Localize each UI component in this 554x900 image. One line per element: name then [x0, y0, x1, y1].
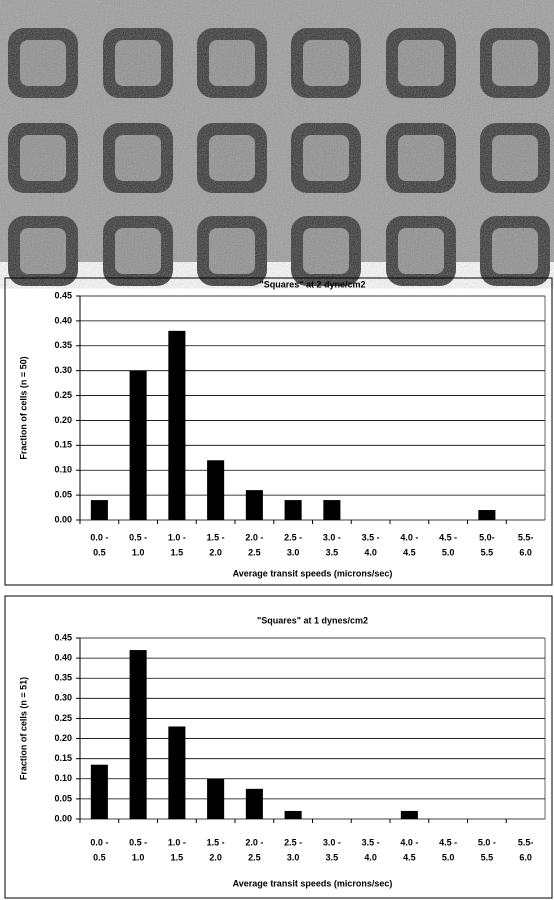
bar [285, 500, 302, 520]
x-tick-label: 5.5 [481, 852, 494, 862]
page: {"chart_data": [ {"type": "bar", "title"… [0, 0, 554, 900]
x-tick-label: 5.5 [481, 547, 494, 557]
bar [168, 726, 185, 819]
x-tick-label: 0.5 [93, 547, 106, 557]
y-tick-label: 0.10 [54, 773, 72, 783]
x-tick-label: 3.0 [287, 852, 300, 862]
x-tick-label: 4.0 [364, 852, 377, 862]
y-axis-label: Fraction of cells (n = 51) [18, 677, 28, 780]
bar [207, 460, 224, 520]
x-tick-label: 3.0 [287, 547, 300, 557]
figure: "Squares" at 2 dyne/cm2 Fraction of cells… [0, 0, 554, 900]
y-tick-label: 0.25 [54, 390, 72, 400]
x-axis-label: Average transit speeds (microns/sec) [233, 878, 393, 888]
bar [130, 650, 147, 819]
y-tick-label: 0.10 [54, 465, 72, 475]
x-tick-label: 2.0 [209, 547, 222, 557]
x-tick-label: 1.0 - [168, 532, 186, 542]
y-tick-label: 0.00 [54, 514, 72, 524]
bar [91, 765, 108, 819]
x-tick-label: 1.0 [132, 852, 145, 862]
chart-frame [5, 596, 552, 898]
x-axis-label: Average transit speeds (microns/sec) [233, 568, 393, 578]
x-tick-label: 5.0 - [478, 837, 496, 847]
x-tick-label: 6.0 [519, 547, 532, 557]
x-tick-label: 4.0 - [400, 532, 418, 542]
x-tick-label: 4.5 [403, 547, 416, 557]
bar [246, 789, 263, 819]
y-axis-label: Fraction of cells (n = 50) [18, 356, 28, 459]
y-tick-label: 0.35 [54, 673, 72, 683]
bar [285, 811, 302, 819]
x-tick-label: 1.5 - [207, 837, 225, 847]
chart-title: "Squares" at 2 dyne/cm2 [259, 279, 365, 289]
bar [323, 500, 340, 520]
y-tick-label: 0.00 [54, 813, 72, 823]
bar [91, 500, 108, 520]
y-tick-label: 0.20 [54, 733, 72, 743]
y-tick-label: 0.30 [54, 365, 72, 375]
y-tick-label: 0.45 [54, 632, 72, 642]
x-tick-label: 1.5 - [207, 532, 225, 542]
y-tick-label: 0.30 [54, 693, 72, 703]
bar [246, 490, 263, 520]
x-tick-label: 0.0 - [90, 837, 108, 847]
bar [168, 331, 185, 520]
x-tick-label: 2.0 [209, 852, 222, 862]
x-tick-label: 2.0 - [245, 532, 263, 542]
x-tick-label: 1.5 [171, 852, 184, 862]
y-tick-label: 0.45 [54, 290, 72, 300]
bar [478, 510, 495, 520]
x-tick-label: 3.5 [326, 852, 339, 862]
y-tick-label: 0.35 [54, 340, 72, 350]
x-tick-label: 0.5 - [129, 837, 147, 847]
x-tick-label: 1.5 [171, 547, 184, 557]
x-tick-label: 4.5 - [439, 532, 457, 542]
y-tick-label: 0.15 [54, 440, 72, 450]
y-tick-label: 0.20 [54, 415, 72, 425]
x-tick-label: 5.0- [479, 532, 495, 542]
y-tick-label: 0.40 [54, 315, 72, 325]
x-tick-label: 3.5 - [362, 532, 380, 542]
y-tick-label: 0.25 [54, 713, 72, 723]
x-tick-label: 3.5 [326, 547, 339, 557]
x-tick-label: 5.0 [442, 852, 455, 862]
x-tick-label: 2.5 [248, 547, 261, 557]
x-tick-label: 4.5 - [439, 837, 457, 847]
y-tick-label: 0.40 [54, 652, 72, 662]
chart-title: "Squares" at 1 dynes/cm2 [257, 615, 368, 625]
x-tick-label: 2.5 - [284, 532, 302, 542]
x-tick-label: 6.0 [519, 852, 532, 862]
x-tick-label: 0.5 - [129, 532, 147, 542]
micrograph [0, 0, 554, 286]
texture [0, 0, 554, 262]
x-tick-label: 3.0 - [323, 532, 341, 542]
x-tick-label: 4.5 [403, 852, 416, 862]
x-tick-label: 4.0 - [400, 837, 418, 847]
y-tick-label: 0.15 [54, 753, 72, 763]
x-tick-label: 2.0 - [245, 837, 263, 847]
x-tick-label: 5.5- [518, 532, 534, 542]
x-tick-label: 5.0 [442, 547, 455, 557]
bar [207, 779, 224, 819]
x-tick-label: 0.0 - [90, 532, 108, 542]
x-tick-label: 2.5 - [284, 837, 302, 847]
x-tick-label: 4.0 [364, 547, 377, 557]
x-tick-label: 1.0 - [168, 837, 186, 847]
bar [130, 371, 147, 520]
x-tick-label: 3.5 - [362, 837, 380, 847]
y-tick-label: 0.05 [54, 793, 72, 803]
x-tick-label: 0.5 [93, 852, 106, 862]
x-tick-label: 1.0 [132, 547, 145, 557]
x-tick-label: 5.5- [518, 837, 534, 847]
x-tick-label: 3.0 - [323, 837, 341, 847]
chart-frame [5, 278, 552, 585]
bar [401, 811, 418, 819]
x-tick-label: 2.5 [248, 852, 261, 862]
y-tick-label: 0.05 [54, 489, 72, 499]
